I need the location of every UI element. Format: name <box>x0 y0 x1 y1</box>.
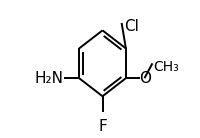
Text: CH₃: CH₃ <box>153 60 179 74</box>
Text: H₂N: H₂N <box>34 71 63 86</box>
Text: O: O <box>139 71 151 86</box>
Text: F: F <box>98 119 107 134</box>
Text: Cl: Cl <box>124 19 139 34</box>
